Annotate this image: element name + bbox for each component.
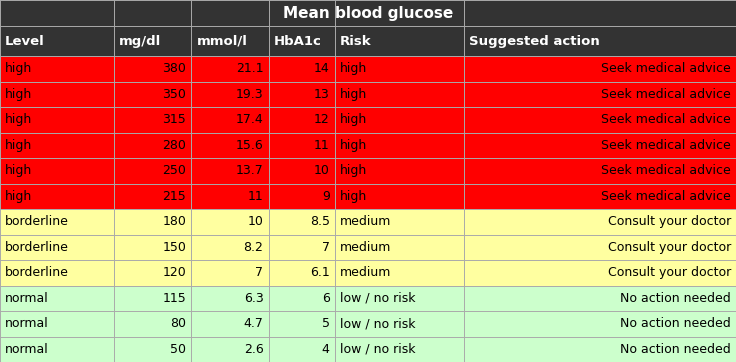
Text: 215: 215 <box>163 190 186 203</box>
Text: high: high <box>340 113 367 126</box>
Text: high: high <box>5 62 32 75</box>
Text: 15.6: 15.6 <box>236 139 263 152</box>
Text: 50: 50 <box>170 343 186 356</box>
Text: Seek medical advice: Seek medical advice <box>601 62 731 75</box>
Text: 150: 150 <box>163 241 186 254</box>
Bar <box>0 56 736 81</box>
Bar <box>0 184 736 209</box>
Text: 315: 315 <box>163 113 186 126</box>
Text: No action needed: No action needed <box>620 343 731 356</box>
Text: 7: 7 <box>255 266 263 279</box>
Text: 14: 14 <box>314 62 330 75</box>
Text: medium: medium <box>340 241 392 254</box>
Text: 11: 11 <box>314 139 330 152</box>
Text: 19.3: 19.3 <box>236 88 263 101</box>
Text: Consult your doctor: Consult your doctor <box>608 215 731 228</box>
Text: high: high <box>340 88 367 101</box>
Bar <box>0 158 736 184</box>
Bar <box>0 132 736 158</box>
Text: 6.1: 6.1 <box>310 266 330 279</box>
Text: 4.7: 4.7 <box>244 317 263 330</box>
Text: 2.6: 2.6 <box>244 343 263 356</box>
Bar <box>0 260 736 286</box>
Text: 180: 180 <box>163 215 186 228</box>
Text: Seek medical advice: Seek medical advice <box>601 164 731 177</box>
Text: Consult your doctor: Consult your doctor <box>608 241 731 254</box>
Text: high: high <box>340 190 367 203</box>
Bar <box>0 81 736 107</box>
Text: low / no risk: low / no risk <box>340 317 416 330</box>
Text: high: high <box>5 88 32 101</box>
Text: Consult your doctor: Consult your doctor <box>608 266 731 279</box>
Text: high: high <box>5 164 32 177</box>
Text: high: high <box>340 62 367 75</box>
Text: high: high <box>5 190 32 203</box>
Text: medium: medium <box>340 266 392 279</box>
Text: 13.7: 13.7 <box>236 164 263 177</box>
Text: high: high <box>5 113 32 126</box>
Text: 6: 6 <box>322 292 330 305</box>
Text: 80: 80 <box>170 317 186 330</box>
Text: Mean blood glucose: Mean blood glucose <box>283 5 453 21</box>
Text: Risk: Risk <box>340 35 372 47</box>
Text: 250: 250 <box>163 164 186 177</box>
Bar <box>0 26 736 56</box>
Text: mmol/l: mmol/l <box>197 35 247 47</box>
Text: 9: 9 <box>322 190 330 203</box>
Text: low / no risk: low / no risk <box>340 292 416 305</box>
Bar <box>0 235 736 260</box>
Text: high: high <box>340 139 367 152</box>
Text: 120: 120 <box>163 266 186 279</box>
Text: borderline: borderline <box>5 241 69 254</box>
Text: 7: 7 <box>322 241 330 254</box>
Bar <box>0 337 736 362</box>
Text: 5: 5 <box>322 317 330 330</box>
Text: 21.1: 21.1 <box>236 62 263 75</box>
Text: 11: 11 <box>248 190 263 203</box>
Text: 13: 13 <box>314 88 330 101</box>
Text: 4: 4 <box>322 343 330 356</box>
Text: No action needed: No action needed <box>620 292 731 305</box>
Text: 380: 380 <box>163 62 186 75</box>
Bar <box>0 286 736 311</box>
Text: 8.2: 8.2 <box>244 241 263 254</box>
Text: high: high <box>340 164 367 177</box>
Text: 10: 10 <box>247 215 263 228</box>
Text: 8.5: 8.5 <box>310 215 330 228</box>
Text: Suggested action: Suggested action <box>469 35 600 47</box>
Text: HbA1c: HbA1c <box>274 35 322 47</box>
Bar <box>0 107 736 132</box>
Text: 6.3: 6.3 <box>244 292 263 305</box>
Text: high: high <box>5 139 32 152</box>
Text: No action needed: No action needed <box>620 317 731 330</box>
Text: medium: medium <box>340 215 392 228</box>
Text: normal: normal <box>5 317 49 330</box>
Text: 17.4: 17.4 <box>236 113 263 126</box>
Bar <box>0 209 736 235</box>
Text: Seek medical advice: Seek medical advice <box>601 190 731 203</box>
Text: Seek medical advice: Seek medical advice <box>601 139 731 152</box>
Text: low / no risk: low / no risk <box>340 343 416 356</box>
Text: normal: normal <box>5 343 49 356</box>
Bar <box>0 311 736 337</box>
Text: 115: 115 <box>163 292 186 305</box>
Text: normal: normal <box>5 292 49 305</box>
Text: 12: 12 <box>314 113 330 126</box>
Text: mg/dl: mg/dl <box>119 35 161 47</box>
Bar <box>0 0 736 26</box>
Text: Seek medical advice: Seek medical advice <box>601 113 731 126</box>
Text: Seek medical advice: Seek medical advice <box>601 88 731 101</box>
Text: 350: 350 <box>163 88 186 101</box>
Text: borderline: borderline <box>5 215 69 228</box>
Text: 280: 280 <box>163 139 186 152</box>
Text: borderline: borderline <box>5 266 69 279</box>
Text: 10: 10 <box>314 164 330 177</box>
Text: Level: Level <box>5 35 45 47</box>
